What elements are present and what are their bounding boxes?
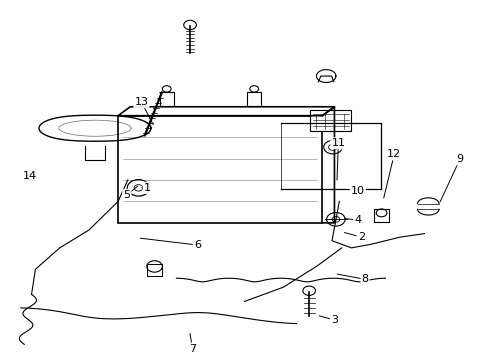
Bar [309, 110, 351, 131]
Circle shape [127, 180, 149, 196]
Bar [118, 116, 322, 223]
Text: 4: 4 [353, 215, 361, 225]
Circle shape [134, 185, 142, 191]
Circle shape [375, 209, 386, 217]
Bar [247, 93, 261, 106]
Circle shape [331, 216, 339, 222]
Text: 7: 7 [188, 343, 196, 354]
Text: 1: 1 [143, 183, 150, 193]
Circle shape [326, 212, 345, 226]
Text: 6: 6 [193, 240, 201, 250]
Bar [160, 93, 173, 106]
Text: 5: 5 [123, 190, 130, 200]
Text: 10: 10 [350, 186, 364, 197]
Text: 13: 13 [134, 97, 148, 107]
Circle shape [27, 174, 36, 180]
Circle shape [328, 144, 337, 150]
Text: 8: 8 [361, 274, 368, 284]
Text: 3: 3 [330, 315, 337, 325]
Text: 14: 14 [22, 171, 37, 181]
Circle shape [162, 86, 171, 92]
Text: 2: 2 [357, 232, 364, 242]
Text: 9: 9 [455, 154, 463, 164]
Circle shape [146, 261, 162, 272]
Circle shape [302, 286, 315, 296]
Text: 12: 12 [386, 149, 401, 159]
Circle shape [183, 20, 196, 30]
Circle shape [323, 140, 342, 154]
Text: 11: 11 [331, 138, 345, 148]
Circle shape [249, 86, 258, 92]
